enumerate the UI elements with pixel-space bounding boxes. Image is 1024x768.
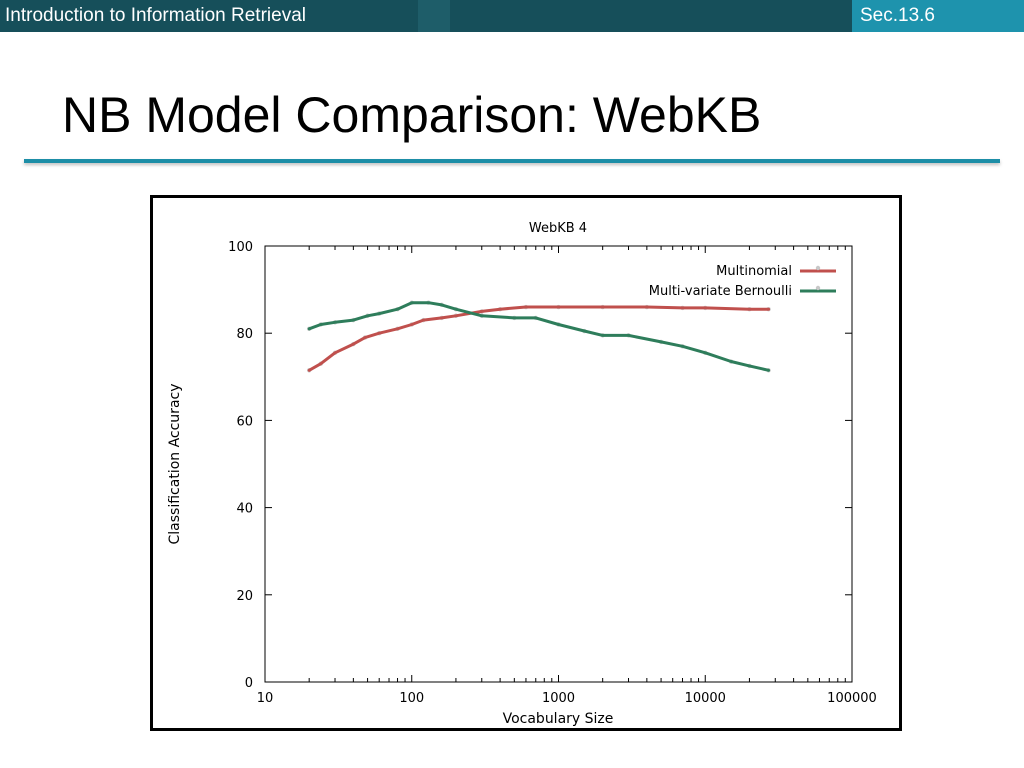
section-label: Sec.13.6	[860, 5, 935, 26]
line-chart: WebKB 4 0 20 40 60 80 100 10 100 1000 10000 100000…	[167, 221, 877, 727]
legend: Multinomial Multi-variate Bernoulli	[649, 264, 836, 299]
chart-title: WebKB 4	[529, 221, 587, 236]
y-axis-label: Classification Accuracy	[167, 384, 183, 545]
section-badge: Sec.13.6	[852, 0, 1024, 32]
course-title: Introduction to Information Retrieval	[5, 5, 306, 26]
series-line-0	[307, 305, 771, 372]
header-bar: Introduction to Information Retrieval Se…	[0, 0, 1024, 32]
series-raw-trace-0	[308, 306, 769, 371]
x-axis-label: Vocabulary Size	[503, 711, 614, 727]
x-tick-label: 10000	[685, 691, 726, 706]
x-tick-label: 1000	[542, 691, 575, 706]
y-tick-label: 100	[228, 240, 253, 255]
y-tick-label: 60	[236, 414, 253, 429]
axis-ticks: 0 20 40 60 80 100 10 100 1000 10000 100000	[228, 240, 877, 706]
chart-frame: WebKB 4 0 20 40 60 80 100 10 100 1000 10000 100000…	[150, 195, 902, 731]
legend-marker	[815, 265, 821, 271]
legend-marker	[815, 285, 821, 291]
legend-label: Multi-variate Bernoulli	[649, 284, 792, 299]
header-tab-marker	[418, 0, 450, 32]
y-tick-label: 40	[236, 502, 253, 517]
y-tick-label: 0	[245, 676, 253, 691]
x-tick-label: 100000	[827, 691, 877, 706]
y-tick-label: 80	[236, 327, 253, 342]
series-line-1	[307, 301, 771, 372]
series-lines	[306, 300, 771, 373]
y-tick-label: 20	[236, 589, 253, 604]
title-divider	[24, 159, 1000, 163]
plot-area-border	[264, 245, 853, 683]
x-tick-label: 100	[399, 691, 424, 706]
legend-label: Multinomial	[716, 264, 792, 279]
slide-title: NB Model Comparison: WebKB	[62, 87, 762, 143]
x-tick-label: 10	[257, 691, 274, 706]
